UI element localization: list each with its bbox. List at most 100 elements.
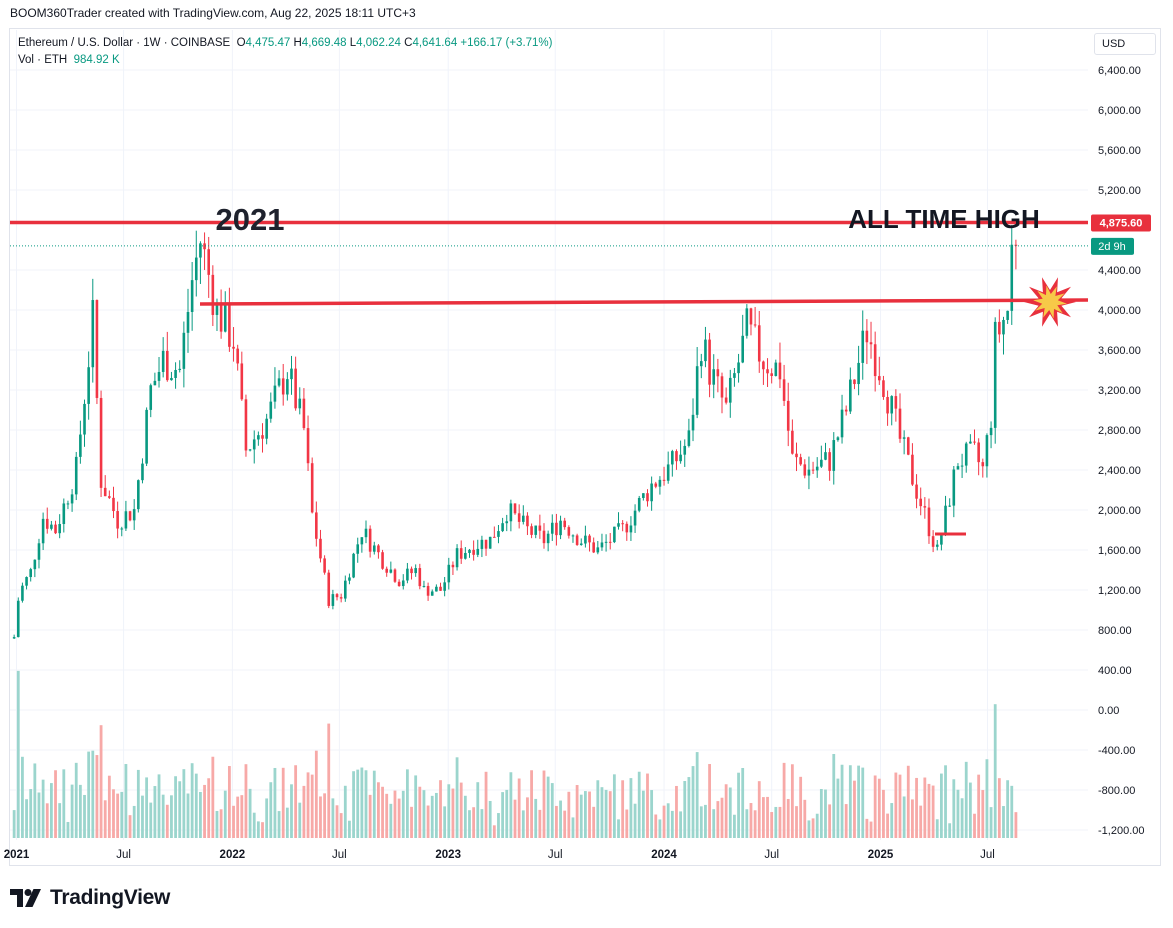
candle — [522, 515, 525, 522]
candle — [766, 369, 769, 374]
candle — [33, 559, 37, 570]
candle — [368, 528, 372, 552]
candle — [803, 464, 807, 476]
volume-bar — [302, 785, 306, 838]
candle — [542, 530, 546, 544]
candle — [281, 378, 285, 395]
candle — [29, 569, 32, 578]
y-tick-label: 6,400.00 — [1098, 65, 1141, 77]
candle — [166, 350, 169, 381]
volume-bar — [1014, 812, 1018, 838]
candle — [770, 373, 773, 376]
close-value: 4,641.64 — [412, 37, 458, 49]
volume-bar — [761, 797, 765, 838]
volume-bar — [327, 723, 331, 838]
volume-bar — [927, 783, 931, 838]
ath-price-tag-label: 4,875.60 — [1100, 217, 1143, 229]
volume-bar — [993, 704, 997, 838]
resistance-line[interactable] — [199, 298, 1089, 306]
candle — [70, 494, 74, 504]
candle — [112, 497, 115, 512]
candle — [720, 376, 724, 398]
volume-bar — [646, 773, 649, 838]
volume-bar — [968, 782, 972, 838]
tradingview-logo[interactable]: TradingView — [10, 886, 170, 910]
volume-bar — [78, 784, 82, 838]
candle — [642, 493, 645, 498]
volume-bar — [107, 775, 111, 838]
candle — [969, 441, 972, 444]
candle — [795, 453, 798, 458]
volume-bar — [41, 779, 45, 838]
candle — [973, 441, 976, 443]
volume-bar — [861, 767, 865, 838]
countdown-tag — [1091, 237, 1134, 255]
volume-bar — [430, 795, 434, 838]
candle — [360, 537, 364, 545]
volume-label[interactable]: Vol · ETH — [18, 54, 68, 66]
candle — [464, 552, 467, 559]
volume-bar — [178, 781, 182, 838]
candle — [894, 396, 898, 409]
candle — [977, 442, 980, 463]
volume-bar — [848, 765, 852, 838]
candle — [501, 523, 504, 532]
volume-bar — [720, 797, 724, 838]
volume-bar — [165, 804, 169, 838]
candle — [261, 435, 264, 439]
symbol-label[interactable]: Ethereum / U.S. Dollar · 1W · COINBASE — [18, 37, 231, 49]
volume-bar — [484, 771, 488, 838]
x-tick-label: 2024 — [651, 849, 677, 861]
candle — [869, 342, 873, 345]
candle — [567, 527, 571, 536]
candle — [840, 409, 844, 438]
volume-bar — [600, 787, 604, 838]
x-tick-label: Jul — [332, 849, 347, 861]
volume-bar — [405, 769, 409, 838]
chart-frame[interactable] — [9, 28, 1161, 866]
candle — [882, 380, 885, 397]
volume-bar — [733, 814, 736, 838]
volume-bar — [480, 809, 484, 838]
candle — [484, 539, 488, 549]
volume-bar — [439, 780, 442, 838]
volume-bar — [782, 762, 786, 838]
candle — [339, 597, 343, 599]
volume-bar — [832, 753, 836, 838]
candle — [137, 480, 140, 510]
volume-bar — [534, 798, 538, 838]
candle — [737, 362, 740, 374]
currency-button[interactable]: USD — [1094, 33, 1156, 55]
candle — [74, 456, 78, 495]
volume-bar — [182, 769, 186, 838]
candle — [25, 577, 28, 586]
volume-bar — [463, 795, 467, 838]
candle — [526, 515, 529, 527]
volume-bar — [559, 800, 562, 838]
volume-bar — [112, 789, 115, 838]
candle — [219, 302, 223, 332]
volume-bar — [741, 767, 745, 838]
candle — [128, 511, 132, 521]
volume-bar — [687, 777, 691, 838]
candle — [592, 542, 595, 553]
candle — [153, 380, 157, 386]
volume-bar — [625, 809, 629, 838]
volume-bar — [538, 809, 542, 838]
candle — [712, 369, 716, 385]
candle — [91, 300, 95, 368]
candle — [286, 379, 289, 395]
volume-bar — [526, 797, 529, 838]
candle — [356, 544, 360, 554]
volume-bar — [161, 794, 165, 838]
y-tick-label: 800.00 — [1098, 625, 1132, 637]
candle — [741, 335, 744, 363]
candle — [956, 466, 960, 470]
volume-bar — [95, 755, 99, 838]
volume-bar — [256, 821, 260, 838]
volume-bar — [658, 819, 662, 838]
candle — [385, 568, 388, 573]
volume-bar — [16, 670, 20, 838]
candle — [625, 523, 629, 533]
